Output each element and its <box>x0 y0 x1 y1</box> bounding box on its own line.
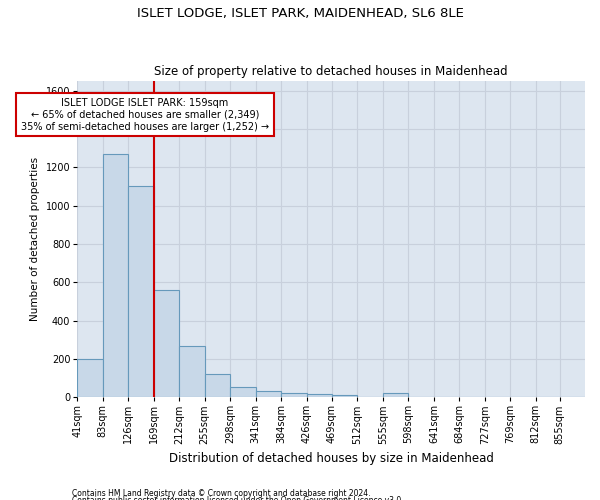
Bar <box>383 394 409 397</box>
Bar <box>281 394 307 397</box>
Bar <box>230 386 256 397</box>
Bar <box>77 360 103 397</box>
Text: Contains public sector information licensed under the Open Government Licence v3: Contains public sector information licen… <box>72 496 404 500</box>
Bar <box>256 392 281 397</box>
Bar <box>307 394 332 397</box>
Text: ISLET LODGE ISLET PARK: 159sqm
← 65% of detached houses are smaller (2,349)
35% : ISLET LODGE ISLET PARK: 159sqm ← 65% of … <box>20 98 269 132</box>
Bar <box>103 154 128 397</box>
Title: Size of property relative to detached houses in Maidenhead: Size of property relative to detached ho… <box>154 66 508 78</box>
Text: Contains HM Land Registry data © Crown copyright and database right 2024.: Contains HM Land Registry data © Crown c… <box>72 488 371 498</box>
Y-axis label: Number of detached properties: Number of detached properties <box>30 157 40 321</box>
Bar <box>154 290 179 397</box>
X-axis label: Distribution of detached houses by size in Maidenhead: Distribution of detached houses by size … <box>169 452 494 465</box>
Bar <box>205 374 230 397</box>
Bar <box>332 396 358 397</box>
Bar <box>179 346 205 397</box>
Bar <box>128 186 154 397</box>
Text: ISLET LODGE, ISLET PARK, MAIDENHEAD, SL6 8LE: ISLET LODGE, ISLET PARK, MAIDENHEAD, SL6… <box>137 8 463 20</box>
